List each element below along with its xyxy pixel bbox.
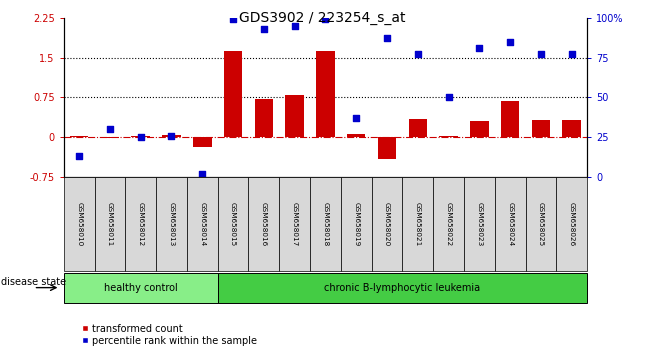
Point <box>166 133 177 138</box>
Bar <box>409 119 427 137</box>
Text: GSM658015: GSM658015 <box>230 202 236 246</box>
Point <box>197 171 207 177</box>
Text: GSM658024: GSM658024 <box>507 202 513 246</box>
Bar <box>316 51 335 137</box>
Point <box>505 39 515 45</box>
Bar <box>531 120 550 137</box>
Text: GSM658011: GSM658011 <box>107 202 113 246</box>
Bar <box>378 137 397 159</box>
Bar <box>501 101 519 137</box>
Text: GSM658018: GSM658018 <box>323 202 328 246</box>
Text: GSM658023: GSM658023 <box>476 202 482 246</box>
Text: GSM658020: GSM658020 <box>384 202 390 246</box>
Bar <box>254 99 273 137</box>
Text: GSM658014: GSM658014 <box>199 202 205 246</box>
Point <box>136 135 146 140</box>
Text: GSM658010: GSM658010 <box>76 202 82 246</box>
Point <box>320 16 331 22</box>
Bar <box>70 136 89 137</box>
Text: chronic B-lymphocytic leukemia: chronic B-lymphocytic leukemia <box>324 282 480 293</box>
Point <box>289 23 300 29</box>
Point <box>382 35 393 41</box>
Text: GSM658026: GSM658026 <box>569 202 575 246</box>
Text: GSM658022: GSM658022 <box>446 202 452 246</box>
Text: GSM658013: GSM658013 <box>168 202 174 246</box>
Point <box>74 154 85 159</box>
Bar <box>285 95 304 137</box>
Bar <box>347 134 366 137</box>
Point <box>351 115 362 121</box>
Text: GSM658019: GSM658019 <box>353 202 359 246</box>
Point <box>105 126 115 132</box>
Bar <box>132 136 150 137</box>
Text: GSM658016: GSM658016 <box>261 202 267 246</box>
Text: GSM658012: GSM658012 <box>138 202 144 246</box>
Text: GSM658017: GSM658017 <box>292 202 298 246</box>
Text: disease state: disease state <box>1 277 66 287</box>
Bar <box>101 137 119 138</box>
Text: GSM658021: GSM658021 <box>415 202 421 246</box>
Point <box>227 16 238 22</box>
Bar <box>470 121 488 137</box>
Point <box>474 45 484 51</box>
Bar <box>224 51 242 137</box>
Text: healthy control: healthy control <box>104 282 178 293</box>
Bar <box>193 137 211 147</box>
Bar <box>162 135 180 137</box>
Bar <box>562 120 581 137</box>
Legend: transformed count, percentile rank within the sample: transformed count, percentile rank withi… <box>82 324 257 346</box>
Point <box>566 51 577 57</box>
Point <box>444 95 454 100</box>
Text: GDS3902 / 223254_s_at: GDS3902 / 223254_s_at <box>239 11 405 25</box>
Text: GSM658025: GSM658025 <box>538 202 544 246</box>
Point <box>258 26 269 32</box>
Point <box>535 51 546 57</box>
Point <box>413 51 423 57</box>
Bar <box>440 136 458 137</box>
